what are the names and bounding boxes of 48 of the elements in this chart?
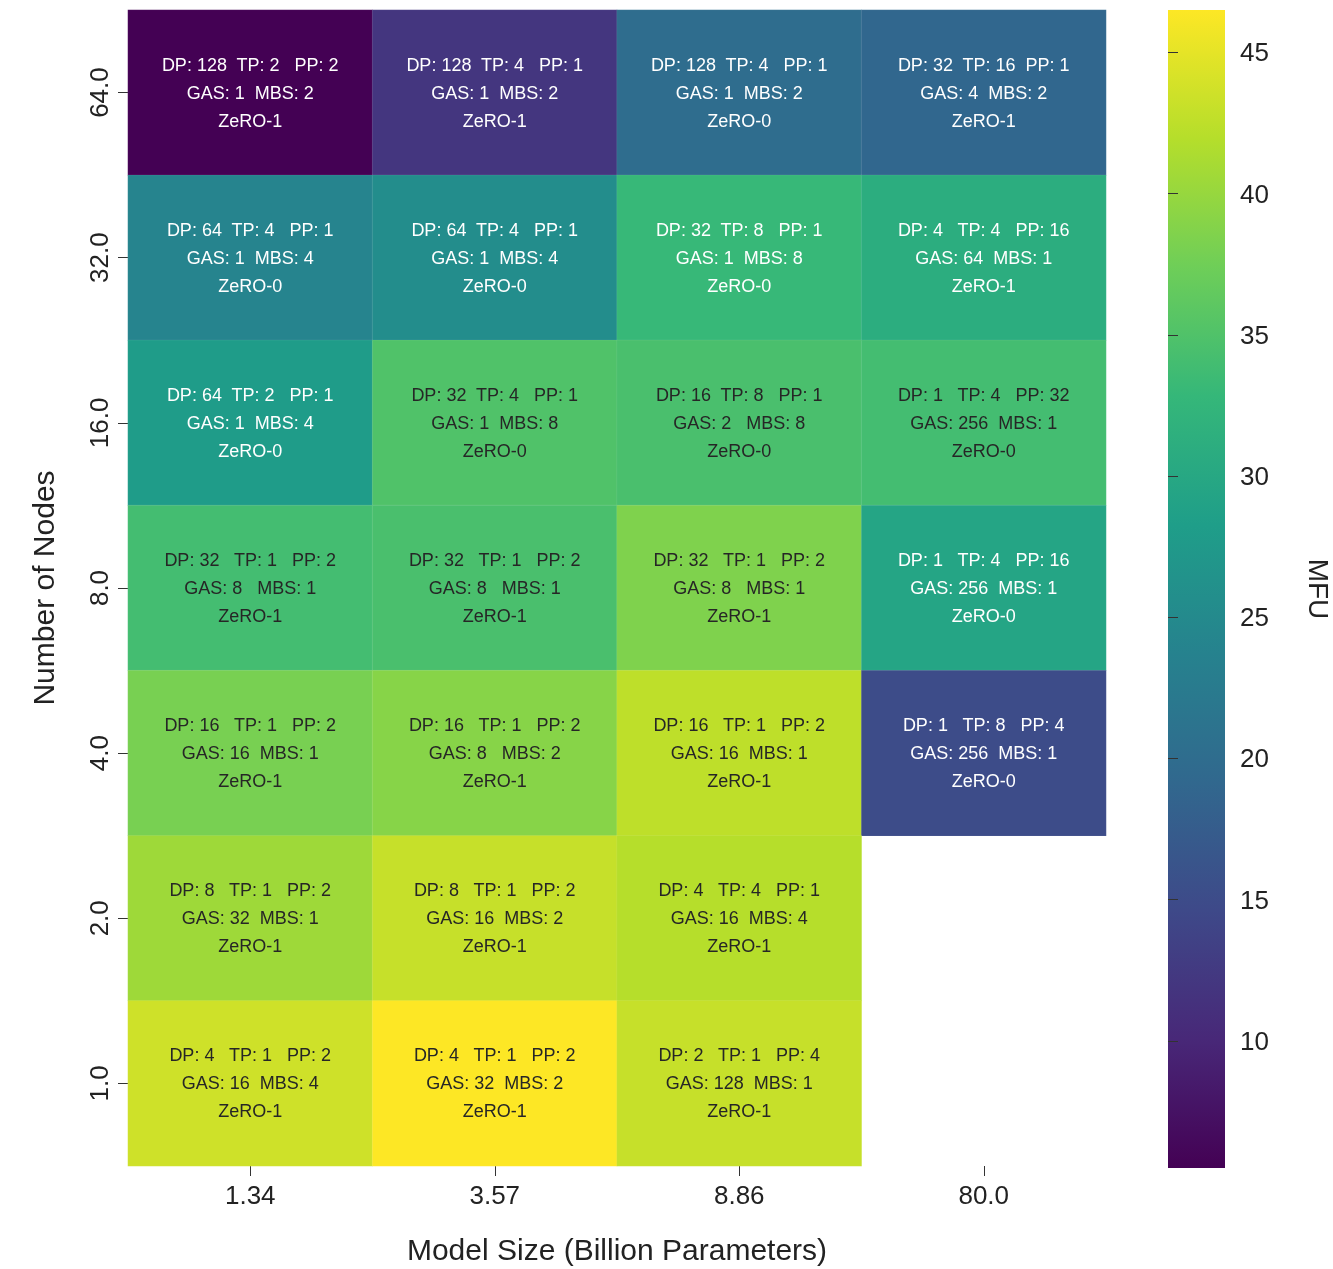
x-tick-label: 80.0 [958,1180,1010,1210]
data-label: DP: 32 TP: 1 PP: 2 GAS: 8 MBS: 1 ZeRO-1 [408,550,581,626]
x-tick-label: 1.34 [224,1180,276,1210]
data-label: DP: 32 TP: 16 PP: 1 GAS: 4 MBS: 2 ZeRO-1 [897,54,1070,131]
y-tick-label: 1.0 [84,1065,114,1102]
y-tick-label: 32.0 [84,232,114,284]
data-label: DP: 8 TP: 1 PP: 2 GAS: 32 MBS: 1 ZeRO-1 [169,880,332,957]
data-label: DP: 16 TP: 8 PP: 1 GAS: 2 MBS: 8 ZeRO-0 [655,384,823,461]
data-label: DP: 4 TP: 1 PP: 2 GAS: 16 MBS: 4 ZeRO-1 [169,1045,332,1122]
data-label: DP: 64 TP: 2 PP: 1 GAS: 1 MBS: 4 ZeRO-0 [166,384,334,461]
data-label: DP: 64 TP: 4 PP: 1 GAS: 1 MBS: 4 ZeRO-0 [411,219,579,296]
color-bar-label: 20 [1240,743,1269,774]
y-tick-label: 8.0 [84,569,114,607]
x-axis-title: Model Size (Billion Parameters) [406,1232,828,1266]
data-label: DP: 4 TP: 1 PP: 2 GAS: 32 MBS: 2 ZeRO-1 [413,1045,576,1122]
data-label: DP: 4 TP: 4 PP: 1 GAS: 16 MBS: 4 ZeRO-1 [658,880,821,957]
data-label: DP: 32 TP: 1 PP: 2 GAS: 8 MBS: 1 ZeRO-1 [653,550,826,626]
data-label: DP: 1 TP: 8 PP: 4 GAS: 256 MBS: 1 ZeRO-0 [902,715,1065,792]
data-label: DP: 128 TP: 4 PP: 1 GAS: 1 MBS: 2 ZeRO-1 [406,54,584,131]
data-label: DP: 2 TP: 1 PP: 4 GAS: 128 MBS: 1 ZeRO-1 [658,1045,821,1122]
data-label: DP: 64 TP: 4 PP: 1 GAS: 1 MBS: 4 ZeRO-0 [166,219,334,296]
data-label: DP: 1 TP: 4 PP: 32 GAS: 256 MBS: 1 ZeRO-0 [897,384,1070,461]
y-tick-label: 4.0 [84,735,114,772]
data-label: DP: 4 TP: 4 PP: 16 GAS: 64 MBS: 1 ZeRO-1 [897,219,1070,296]
data-label: DP: 128 TP: 4 PP: 1 GAS: 1 MBS: 2 ZeRO-0 [650,54,828,131]
color-bar-label: 10 [1240,1025,1269,1056]
data-label: DP: 32 TP: 4 PP: 1 GAS: 1 MBS: 8 ZeRO-0 [411,384,579,461]
y-axis-title: Number of Nodes [26,470,60,706]
color-bar-label: 25 [1240,602,1269,633]
data-label: DP: 128 TP: 2 PP: 2 GAS: 1 MBS: 2 ZeRO-1 [161,54,339,131]
color-bar-title: MFU [1302,558,1333,620]
x-tick-label: 8.86 [713,1180,765,1210]
color-bar-label: 45 [1240,37,1269,68]
data-label: DP: 8 TP: 1 PP: 2 GAS: 16 MBS: 2 ZeRO-1 [413,880,576,957]
color-bar-label: 30 [1240,461,1269,492]
data-label: DP: 16 TP: 1 PP: 2 GAS: 16 MBS: 1 ZeRO-1 [164,715,337,792]
data-label: DP: 16 TP: 1 PP: 2 GAS: 8 MBS: 2 ZeRO-1 [408,715,581,792]
data-label: DP: 16 TP: 1 PP: 2 GAS: 16 MBS: 1 ZeRO-1 [653,715,826,792]
data-label: DP: 32 TP: 8 PP: 1 GAS: 1 MBS: 8 ZeRO-0 [655,219,823,296]
y-tick-label: 2.0 [84,900,114,937]
color-bar-label: 35 [1240,319,1269,350]
x-tick-label: 3.57 [469,1180,521,1210]
data-label: DP: 32 TP: 1 PP: 2 GAS: 8 MBS: 1 ZeRO-1 [164,550,337,626]
y-tick-label: 16.0 [84,397,114,449]
color-bar-label: 40 [1240,178,1269,209]
color-bar-label: 15 [1240,884,1269,915]
y-tick-label: 64.0 [84,67,114,118]
data-label: DP: 1 TP: 4 PP: 16 GAS: 256 MBS: 1 ZeRO-0 [897,550,1070,626]
